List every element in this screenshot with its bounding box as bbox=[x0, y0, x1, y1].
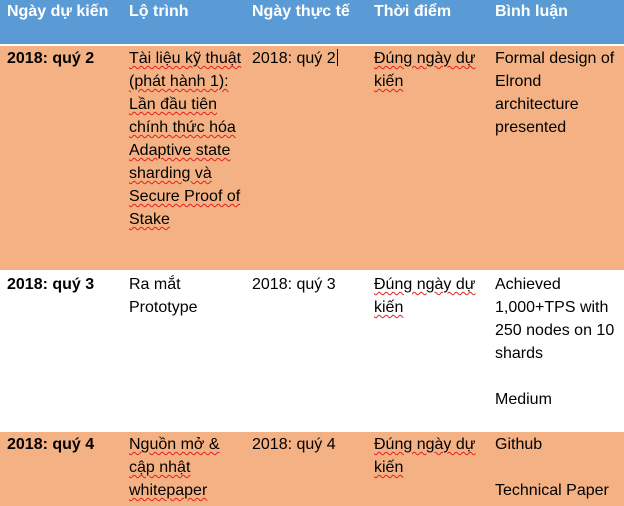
roadmap-cell[interactable]: Nguồn mở & cập nhật whitepaper bbox=[129, 433, 247, 502]
timing-cell[interactable]: Đúng ngày dự kiến bbox=[374, 47, 489, 93]
table-row: 2018: quý 3 Ra mắt Prototype 2018: quý 3… bbox=[0, 271, 624, 431]
table-header-row: Ngày dự kiến Lộ trình Ngày thực tế Thời … bbox=[0, 0, 624, 45]
header-actual-date: Ngày thực tế bbox=[252, 3, 350, 20]
roadmap-text: Nguồn mở & cập nhật whitepaper bbox=[129, 436, 220, 499]
header-planned-date: Ngày dự kiến bbox=[7, 3, 109, 20]
actual-date-cell[interactable]: 2018: quý 4 bbox=[252, 433, 370, 456]
row-divider bbox=[0, 44, 624, 46]
actual-date-cell[interactable]: 2018: quý 3 bbox=[252, 273, 370, 296]
text-cursor bbox=[336, 49, 338, 66]
header-timing: Thời điểm bbox=[374, 3, 452, 20]
comment-link-medium[interactable]: Medium bbox=[495, 391, 552, 408]
header-comment: Bình luận bbox=[495, 3, 568, 20]
roadmap-text: Ra mắt Prototype bbox=[129, 276, 198, 316]
actual-date-cell[interactable]: 2018: quý 2 bbox=[252, 47, 370, 70]
planned-date-cell: 2018: quý 4 bbox=[7, 436, 95, 453]
roadmap-text: Tài liệu kỹ thuật (phát hành 1): Lần đầu… bbox=[129, 50, 242, 228]
actual-date-text: 2018: quý 3 bbox=[252, 276, 336, 293]
table-row: 2018: quý 2 Tài liệu kỹ thuật (phát hành… bbox=[0, 45, 624, 271]
timing-text: Đúng ngày dự kiến bbox=[374, 50, 476, 90]
roadmap-cell[interactable]: Tài liệu kỹ thuật (phát hành 1): Lần đầu… bbox=[129, 47, 247, 231]
comment-cell[interactable]: Formal design of Elrond architecture pre… bbox=[495, 47, 621, 139]
header-roadmap: Lộ trình bbox=[129, 3, 189, 20]
comment-text: Formal design of Elrond architecture pre… bbox=[495, 50, 615, 136]
actual-date-text: 2018: quý 2 bbox=[252, 50, 336, 67]
timing-cell[interactable]: Đúng ngày dự kiến bbox=[374, 433, 489, 479]
comment-cell[interactable]: Achieved 1,000+TPS with 250 nodes on 10 … bbox=[495, 273, 621, 411]
row-divider bbox=[0, 270, 624, 272]
comment-link-technical-paper[interactable]: Technical Paper bbox=[495, 482, 609, 499]
timing-text: Đúng ngày dự kiến bbox=[374, 276, 476, 316]
planned-date-cell: 2018: quý 2 bbox=[7, 50, 95, 67]
comment-cell[interactable]: Github Technical Paper bbox=[495, 433, 621, 502]
table-row: 2018: quý 4 Nguồn mở & cập nhật whitepap… bbox=[0, 431, 624, 506]
timing-text: Đúng ngày dự kiến bbox=[374, 436, 476, 476]
actual-date-text: 2018: quý 4 bbox=[252, 436, 336, 453]
timing-cell[interactable]: Đúng ngày dự kiến bbox=[374, 273, 489, 319]
row-divider bbox=[0, 430, 624, 432]
comment-link-github[interactable]: Github bbox=[495, 436, 543, 453]
planned-date-cell: 2018: quý 3 bbox=[7, 276, 95, 293]
roadmap-cell[interactable]: Ra mắt Prototype bbox=[129, 273, 247, 319]
comment-text: Achieved 1,000+TPS with 250 nodes on 10 … bbox=[495, 276, 615, 362]
